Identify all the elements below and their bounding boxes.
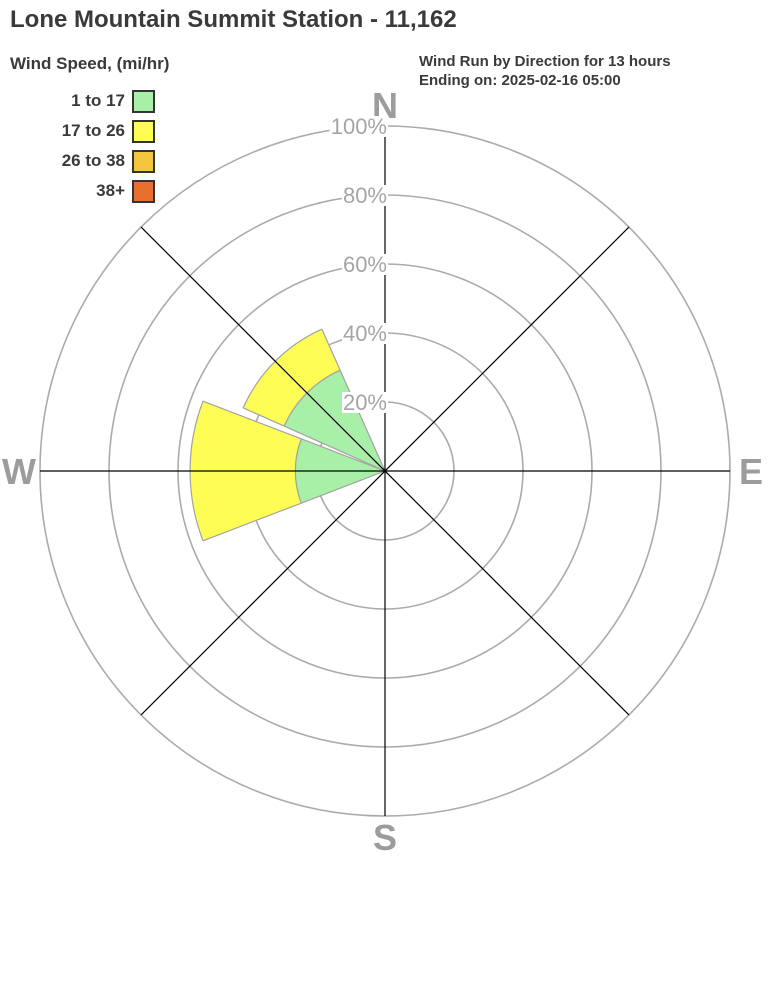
legend-item-label: 1 to 17 <box>71 91 125 110</box>
compass-label-e: E <box>739 451 763 492</box>
radial-tick-label-bg-40 <box>341 323 388 344</box>
page-title: Lone Mountain Summit Station - 11,162 <box>10 6 457 33</box>
compass-label-s: S <box>373 817 397 858</box>
legend-item-bin1: 1 to 17 <box>0 89 155 113</box>
legend-item-label: 26 to 38 <box>61 151 125 170</box>
legend-item-bin4: 38+ <box>0 179 155 203</box>
chart-subtitle: Wind Run by Direction for 13 hours Endin… <box>419 52 671 90</box>
legend-swatch-bin2 <box>132 119 155 143</box>
legend-item-bin2: 17 to 26 <box>0 119 155 143</box>
axis-line-135 <box>140 226 630 716</box>
legend-swatch-bin1 <box>132 89 155 113</box>
compass-label-w: W <box>2 451 36 492</box>
radial-tick-label-80: 80% <box>343 183 387 208</box>
radial-tick-label-bg-100 <box>329 116 388 137</box>
chart-subtitle-line2: Ending on: 2025-02-16 05:00 <box>419 72 621 89</box>
legend-swatch-bin3 <box>132 149 155 173</box>
radial-tick-label-20: 20% <box>343 390 387 415</box>
legend-item-label: 38+ <box>96 181 125 200</box>
legend-item-bin3: 26 to 38 <box>0 149 155 173</box>
chart-subtitle-line1: Wind Run by Direction for 13 hours <box>419 53 671 70</box>
radial-tick-label-bg-60 <box>341 254 388 275</box>
radial-tick-label-bg-80 <box>341 185 388 206</box>
legend-swatch-bin4 <box>132 179 155 203</box>
radial-tick-label-100: 100% <box>331 114 387 139</box>
radial-tick-label-bg-20 <box>341 392 388 413</box>
legend-item-label: 17 to 26 <box>61 121 125 140</box>
legend-title: Wind Speed, (mi/hr) <box>10 54 170 73</box>
radial-tick-label-40: 40% <box>343 321 387 346</box>
radial-tick-label-60: 60% <box>343 252 387 277</box>
